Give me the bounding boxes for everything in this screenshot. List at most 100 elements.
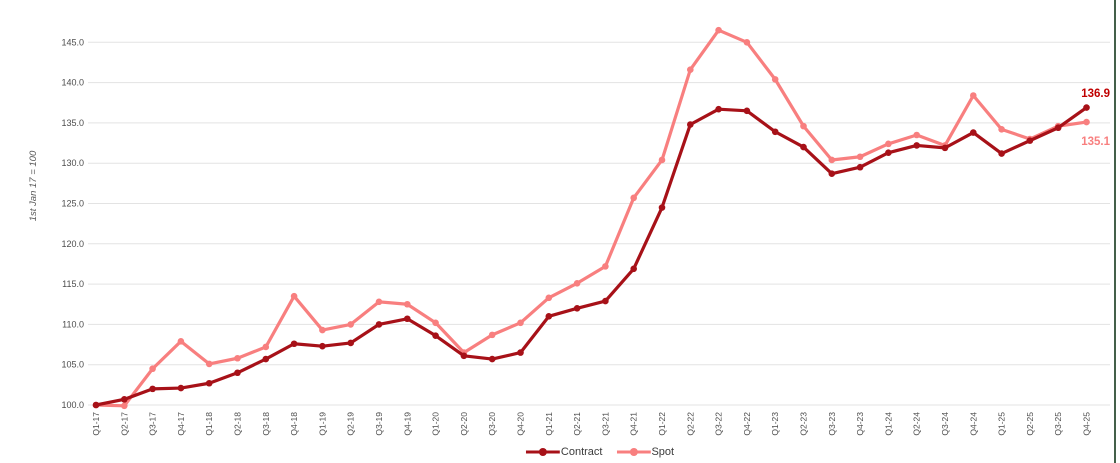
contract-marker (573, 304, 581, 312)
contract-marker (92, 401, 100, 409)
contract-line (94, 105, 1089, 407)
x-axis-tick-label: Q3-25 (1053, 412, 1063, 436)
spot-marker (1083, 118, 1090, 126)
contract-marker (488, 355, 496, 363)
contract-marker (375, 321, 383, 328)
x-axis-tick-label: Q4-20 (516, 412, 526, 436)
spot-marker (545, 294, 553, 302)
contract-marker (800, 143, 807, 151)
spot-marker (687, 66, 694, 74)
y-axis-tick-label: 100.0 (61, 400, 84, 410)
contract-marker (828, 170, 836, 177)
contract-marker (715, 105, 722, 113)
x-axis-tick-label: Q2-20 (459, 412, 469, 436)
legend-label-contract: Contract (560, 446, 603, 458)
x-axis-tick-label: Q4-19 (402, 412, 412, 436)
contract-marker (121, 396, 128, 403)
contract-marker (630, 265, 637, 273)
contract-marker (1026, 137, 1034, 144)
contract-marker (913, 142, 920, 149)
spot-marker (347, 321, 355, 328)
spot-marker (149, 365, 156, 373)
x-axis-tick-label: Q3-17 (148, 412, 158, 436)
spot-marker (205, 360, 213, 368)
x-axis-tick-label: Q4-17 (176, 412, 186, 436)
window-edge-divider (1114, 0, 1116, 463)
y-axis-tick-label: 120.0 (61, 239, 84, 249)
contract-marker (149, 385, 156, 393)
y-axis-tick-label: 110.0 (62, 319, 84, 329)
spot-marker (319, 326, 326, 334)
contract-marker (1054, 124, 1062, 132)
contract-marker (970, 129, 977, 136)
y-axis-tick-label: 115.0 (62, 279, 84, 289)
contract-marker (234, 369, 241, 377)
spot-marker (121, 402, 128, 410)
spot-marker (573, 279, 581, 287)
legend-item-spot[interactable]: Spot (616, 446, 674, 458)
spot-marker (743, 39, 751, 46)
spot-marker (771, 76, 779, 83)
spot-marker (913, 131, 920, 139)
spot-marker (828, 156, 836, 164)
contract-marker (404, 315, 411, 323)
x-axis-tick-label: Q4-24 (968, 412, 978, 436)
contract-marker (432, 332, 439, 339)
spot-marker (998, 126, 1005, 133)
x-axis-tick-label: Q1-24 (883, 412, 893, 436)
spot-marker (885, 140, 892, 148)
spot-marker (970, 92, 977, 99)
x-axis-tick-label: Q1-17 (91, 412, 101, 436)
contract-marker (262, 355, 270, 363)
contract-marker (545, 313, 553, 320)
contract-marker (998, 150, 1005, 157)
spot-marker (177, 338, 185, 345)
x-axis-tick-label: Q3-24 (940, 412, 950, 436)
spot-marker (630, 194, 637, 202)
x-axis-tick-label: Q1-19 (317, 412, 327, 436)
y-axis-title: 1st Jan 17 = 100 (28, 150, 39, 221)
contract-marker (602, 297, 609, 305)
legend: Contract Spot (525, 446, 674, 458)
x-axis-tick-label: Q2-18 (233, 412, 243, 436)
x-axis-tick-label: Q3-18 (261, 412, 271, 436)
y-axis-tick-label: 140.0 (61, 78, 84, 88)
x-axis-tick-label: Q4-22 (742, 412, 752, 436)
y-axis-tick-label: 130.0 (61, 158, 84, 168)
contract-marker (856, 163, 864, 171)
contract-marker (885, 149, 892, 157)
x-axis-tick-label: Q1-18 (204, 412, 214, 436)
y-axis-tick-label: 145.0 (61, 37, 84, 47)
y-axis-tick-label: 135.0 (61, 118, 84, 128)
legend-label-spot: Spot (651, 446, 675, 458)
spot-marker (404, 300, 411, 308)
spot-marker (800, 122, 807, 130)
x-axis-tick-label: Q4-18 (289, 412, 299, 436)
x-axis-tick-label: Q4-21 (629, 412, 639, 436)
x-axis-tick-label: Q2-21 (572, 412, 582, 436)
x-axis-tick-label: Q3-20 (487, 412, 497, 436)
contract-marker (941, 144, 949, 152)
spot-marker (715, 26, 722, 34)
spot-legend-marker-icon (616, 448, 651, 456)
contract-marker (1083, 104, 1090, 111)
contract-marker (771, 128, 779, 136)
x-axis-tick-label: Q1-20 (431, 412, 441, 436)
contract-marker (460, 352, 468, 360)
contract-marker (743, 107, 751, 115)
contract-marker (658, 204, 666, 211)
contract-marker (319, 342, 326, 350)
legend-item-contract[interactable]: Contract (525, 446, 603, 458)
x-axis-tick-label: Q2-24 (912, 412, 922, 436)
x-axis-tick-label: Q2-17 (119, 412, 129, 436)
spot-marker (658, 156, 666, 164)
x-axis-tick-label: Q3-22 (714, 412, 724, 436)
contract-marker (290, 340, 298, 348)
contract-end-value-label: 136.9 (1081, 88, 1110, 100)
x-axis-tick-label: Q3-21 (600, 412, 610, 436)
contract-marker (177, 384, 185, 392)
spot-marker (517, 319, 524, 327)
spot-marker (375, 298, 383, 306)
